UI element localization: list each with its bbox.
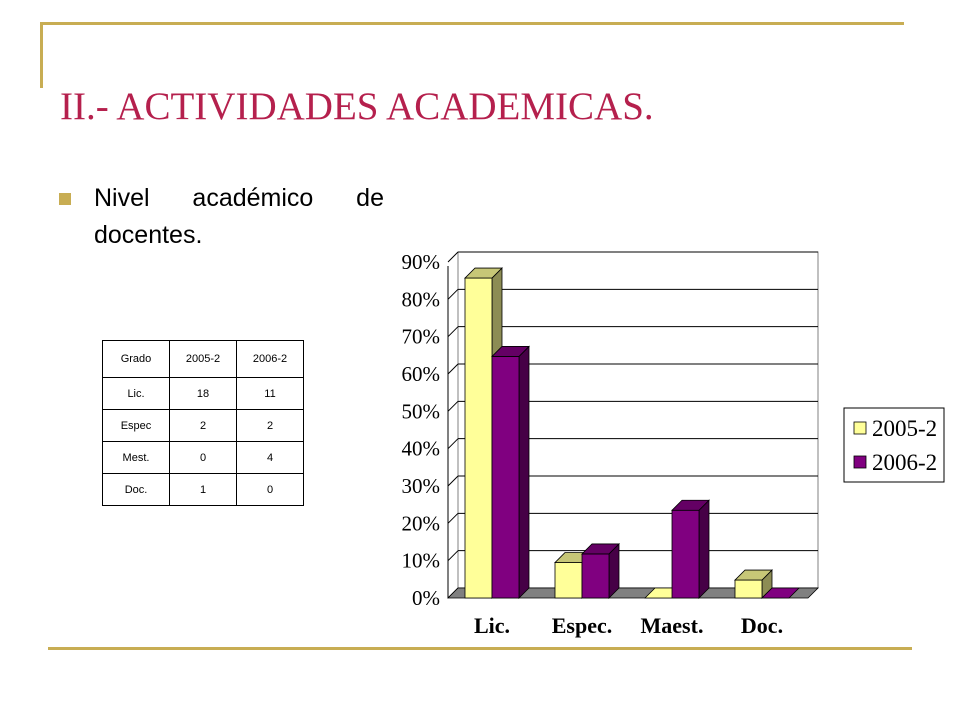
table-header-cell: 2005-2 (169, 340, 237, 378)
gridline-diagonal (447, 475, 459, 487)
legend-box (843, 407, 945, 483)
table-row: Espec 2 2 (102, 409, 304, 442)
x-tick-label: Espec. (552, 613, 613, 638)
legend-swatch (853, 455, 867, 469)
y-tick-label: 60% (402, 362, 441, 386)
bar (581, 553, 610, 599)
table-cell: Lic. (102, 377, 170, 410)
bar (761, 587, 800, 599)
gridline-diagonal (447, 512, 459, 524)
y-tick-label: 50% (402, 399, 441, 423)
bar (734, 579, 763, 599)
bar-side (698, 499, 710, 599)
data-table: Grado 2005-2 2006-2 Lic. 18 11 Espec 2 2… (102, 340, 304, 506)
table-cell: Espec (102, 409, 170, 442)
left-divider (40, 22, 43, 88)
bar (491, 356, 520, 599)
table-header-cell: 2006-2 (236, 340, 304, 378)
bar-top (671, 499, 710, 511)
table-row: Lic. 18 11 (102, 377, 304, 410)
legend-label: 2006-2 (872, 450, 937, 475)
y-tick-label: 70% (402, 325, 441, 349)
bullet-text: Nivel académico de docentes. (94, 184, 384, 249)
bar-chart: 0% 10% 20% 30% 40% 50% 60% 70% 80% 90% Lic. Espec. M… (402, 250, 945, 638)
table-cell: Mest. (102, 441, 170, 474)
table-cell: 2 (236, 409, 304, 442)
table-cell: 4 (236, 441, 304, 474)
table-cell: 0 (169, 441, 237, 474)
table-header-cell: Grado (102, 340, 170, 378)
bar (554, 562, 583, 599)
gridline-diagonal (447, 550, 459, 562)
y-tick-label: 90% (402, 250, 441, 274)
gridline-diagonal (447, 251, 459, 263)
y-tick-label: 40% (402, 437, 441, 461)
table-cell: 11 (236, 377, 304, 410)
bottom-divider (48, 647, 912, 650)
table-row: Doc. 1 0 (102, 473, 304, 506)
table-cell: 0 (236, 473, 304, 506)
y-tick-label: 0% (412, 586, 440, 610)
table-cell: Doc. (102, 473, 170, 506)
bar-side (518, 345, 530, 599)
legend-swatch (853, 421, 867, 435)
y-tick-label: 80% (402, 287, 441, 311)
gridline-diagonal (447, 438, 459, 450)
x-tick-label: Doc. (741, 613, 783, 638)
top-divider (40, 22, 904, 25)
bar-top (464, 267, 503, 279)
bar (671, 509, 700, 599)
table-header-row: Grado 2005-2 2006-2 (102, 340, 304, 378)
gridline-diagonal (447, 400, 459, 412)
bar-top (491, 346, 530, 357)
bar (464, 277, 493, 599)
table-cell: 18 (169, 377, 237, 410)
y-tick-label: 20% (402, 511, 441, 535)
page-title: II.- ACTIVIDADES ACADEMICAS. (60, 85, 654, 128)
table-cell: 1 (169, 473, 237, 506)
gridline-diagonal (447, 288, 459, 300)
bar-top (734, 569, 773, 581)
y-tick-label: 10% (402, 549, 441, 573)
table-row: Mest. 0 4 (102, 441, 304, 474)
gridline-diagonal (447, 363, 459, 375)
gridline-diagonal (447, 326, 459, 338)
bar-top (581, 543, 620, 555)
bullet-square-icon (59, 193, 71, 205)
legend-label: 2005-2 (872, 416, 937, 441)
x-tick-label: Maest. (641, 613, 704, 638)
table-cell: 2 (169, 409, 237, 442)
x-tick-label: Lic. (474, 613, 510, 638)
y-tick-label: 30% (402, 474, 441, 498)
